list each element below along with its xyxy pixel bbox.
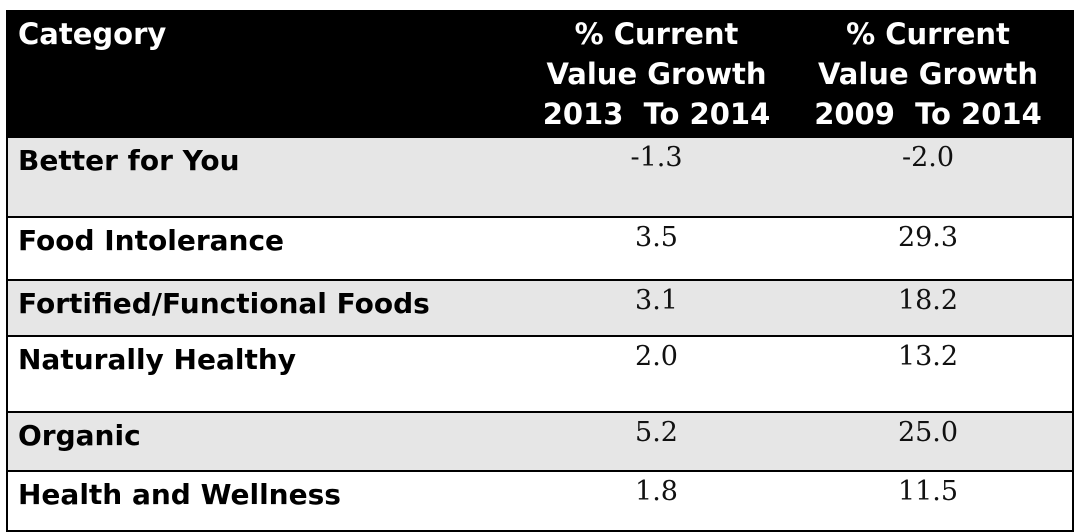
table-header: Category % Current Value Growth 2013 To …	[8, 10, 1072, 137]
row-category: Health and Wellness	[8, 471, 529, 531]
table-row: Food Intolerance 3.5 29.3	[8, 217, 1072, 280]
row-category: Organic	[8, 412, 529, 471]
table-row: Better for You -1.3 -2.0	[8, 137, 1072, 217]
row-growth-2013-2014: 5.2	[529, 412, 784, 471]
growth-table: Category % Current Value Growth 2013 To …	[8, 10, 1072, 532]
header-growth-2013-2014-line1: % Current	[539, 14, 774, 54]
table-row: Naturally Healthy 2.0 13.2	[8, 336, 1072, 412]
row-growth-2013-2014: 3.1	[529, 280, 784, 336]
row-category: Food Intolerance	[8, 217, 529, 280]
table-body: Better for You -1.3 -2.0 Food Intoleranc…	[8, 137, 1072, 531]
header-growth-2009-2014-line1: % Current	[794, 14, 1062, 54]
table-row: Health and Wellness 1.8 11.5	[8, 471, 1072, 531]
header-row: Category % Current Value Growth 2013 To …	[8, 10, 1072, 137]
row-growth-2009-2014: 11.5	[784, 471, 1072, 531]
row-growth-2009-2014: 29.3	[784, 217, 1072, 280]
header-growth-2013-2014-line2: Value Growth	[539, 54, 774, 94]
row-growth-2009-2014: 18.2	[784, 280, 1072, 336]
row-growth-2013-2014: -1.3	[529, 137, 784, 217]
header-growth-2013-2014-line3: 2013 To 2014	[539, 94, 774, 134]
row-growth-2009-2014: 25.0	[784, 412, 1072, 471]
growth-table-container: Category % Current Value Growth 2013 To …	[6, 10, 1074, 532]
row-category: Fortified/Functional Foods	[8, 280, 529, 336]
table-row: Organic 5.2 25.0	[8, 412, 1072, 471]
row-growth-2009-2014: -2.0	[784, 137, 1072, 217]
row-growth-2013-2014: 2.0	[529, 336, 784, 412]
row-growth-2013-2014: 3.5	[529, 217, 784, 280]
header-growth-2009-2014-line3: 2009 To 2014	[794, 94, 1062, 134]
header-growth-2009-2014-line2: Value Growth	[794, 54, 1062, 94]
row-growth-2013-2014: 1.8	[529, 471, 784, 531]
header-growth-2013-2014: % Current Value Growth 2013 To 2014	[529, 10, 784, 137]
header-category: Category	[8, 10, 529, 137]
row-category: Naturally Healthy	[8, 336, 529, 412]
header-growth-2009-2014: % Current Value Growth 2009 To 2014	[784, 10, 1072, 137]
row-growth-2009-2014: 13.2	[784, 336, 1072, 412]
table-row: Fortified/Functional Foods 3.1 18.2	[8, 280, 1072, 336]
row-category: Better for You	[8, 137, 529, 217]
